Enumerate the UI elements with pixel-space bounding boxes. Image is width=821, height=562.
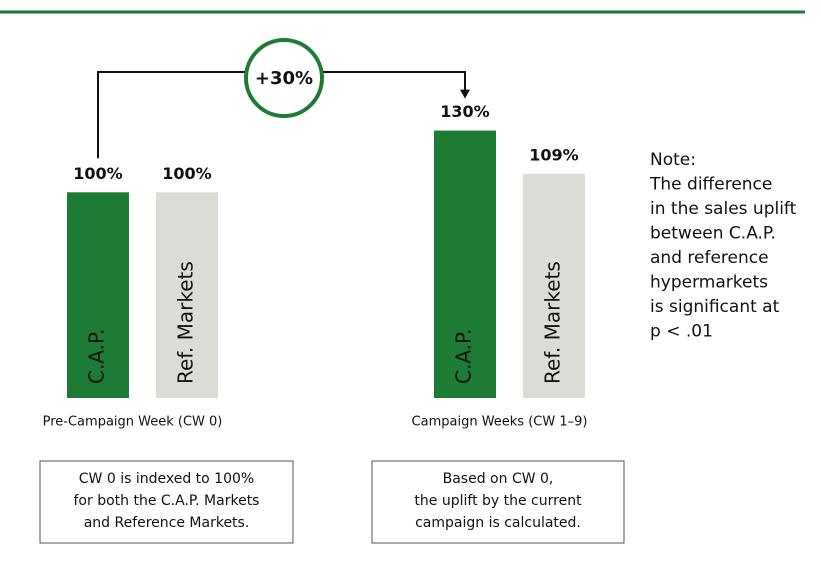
note-line: hypermarkets: [650, 273, 768, 293]
explanation-line: for both the C.A.P. Markets: [74, 493, 260, 509]
explanation-line: the uplift by the current: [414, 493, 582, 509]
bar: [67, 192, 129, 398]
note-line: is significant at: [650, 297, 780, 317]
value-label: 109%: [529, 145, 578, 164]
category-label: Campaign Weeks (CW 1–9): [412, 415, 588, 430]
explanation-box: [371, 460, 625, 544]
note-line: The difference: [649, 175, 772, 195]
value-label: 130%: [440, 102, 489, 121]
series-name: Ref. Markets: [541, 261, 565, 384]
value-label: 100%: [162, 164, 211, 183]
explanation-box: [39, 460, 294, 544]
series-name: C.A.P.: [452, 329, 476, 384]
category-label: Pre-Campaign Week (CW 0): [43, 415, 223, 430]
bar: [156, 192, 218, 398]
explanation-line: Based on CW 0,: [443, 471, 554, 487]
value-label: 100%: [73, 164, 122, 183]
annotation: +30%: [255, 68, 313, 89]
bar: [434, 130, 496, 399]
series-name: C.A.P.: [85, 329, 109, 384]
note-line: p < .01: [650, 322, 713, 342]
annotation-circle: [244, 38, 324, 118]
note-line: and reference: [650, 248, 769, 268]
arrow-head: [460, 89, 470, 99]
series-name: Ref. Markets: [174, 261, 198, 384]
explanation-line: campaign is calculated.: [415, 515, 581, 531]
note-line: between C.A.P.: [650, 224, 776, 244]
note-line: in the sales uplift: [650, 199, 797, 219]
explanation-line: CW 0 is indexed to 100%: [79, 471, 254, 487]
note-line: Note:: [650, 150, 696, 170]
bar: [523, 173, 585, 398]
explanation-line: and Reference Markets.: [84, 515, 250, 531]
